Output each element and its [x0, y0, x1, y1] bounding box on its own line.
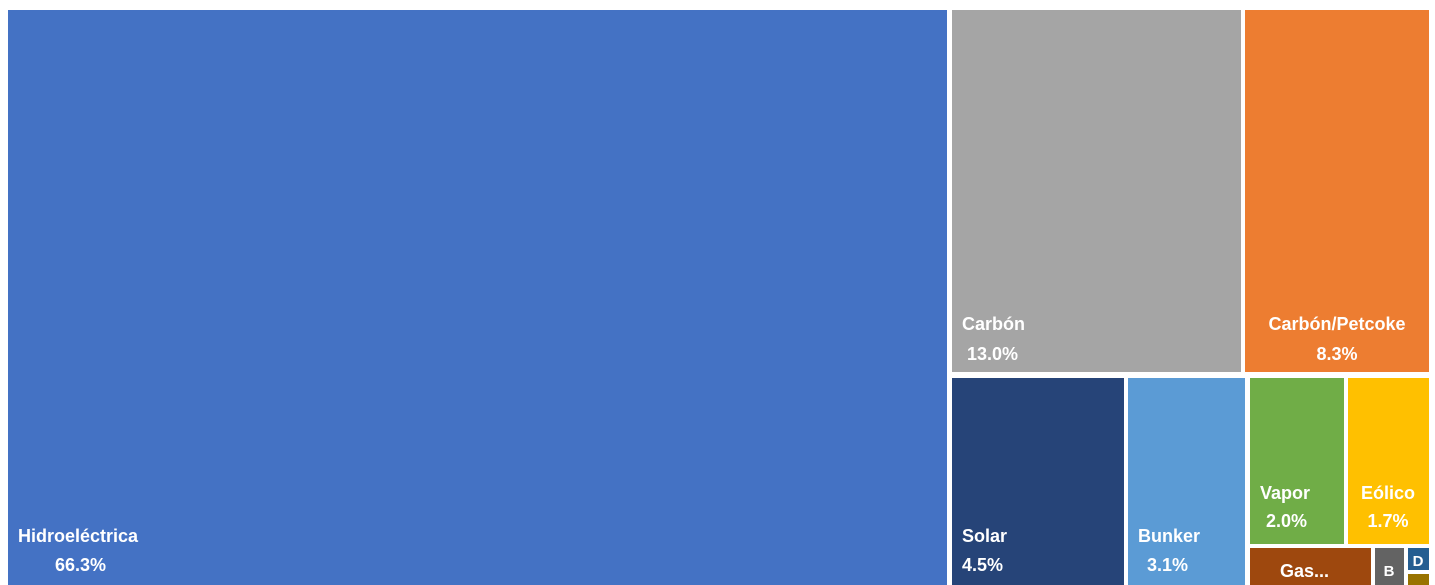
tile-label-b: B [1384, 563, 1395, 580]
treemap-tile-item-10 [1408, 574, 1429, 585]
tile-label-hidroelectrica: Hidroeléctrica [18, 526, 139, 546]
treemap-tile-eolico [1348, 378, 1429, 544]
tile-value-carbon: 13.0% [967, 344, 1018, 364]
treemap-tile-b [1375, 548, 1404, 585]
tile-label-solar: Solar [962, 526, 1007, 546]
treemap-tile-solar [952, 378, 1124, 585]
treemap-tile-carbon-petcoke [1245, 10, 1429, 372]
tile-value-solar: 4.5% [962, 555, 1003, 575]
tile-label-carbon-petcoke: Carbón/Petcoke [1268, 314, 1405, 334]
treemap-tile-gas [1250, 548, 1371, 585]
tile-label-vapor: Vapor [1260, 483, 1310, 503]
tile-value-carbon-petcoke: 8.3% [1316, 344, 1357, 364]
treemap-tile-vapor [1250, 378, 1344, 544]
tile-label-d: D [1413, 553, 1424, 570]
tile-label-bunker: Bunker [1138, 526, 1200, 546]
treemap-tile-d [1408, 548, 1429, 570]
tile-label-carbon: Carbón [962, 314, 1025, 334]
tile-value-vapor: 2.0% [1266, 511, 1307, 531]
treemap-tile-hidroelectrica [8, 10, 947, 585]
treemap-tile-carbon [952, 10, 1241, 372]
tile-label-gas: Gas... [1280, 561, 1329, 581]
tile-value-eolico: 1.7% [1367, 511, 1408, 531]
tile-value-hidroelectrica: 66.3% [55, 555, 106, 575]
treemap-tile-bunker [1128, 378, 1245, 585]
tile-label-eolico: Eólico [1361, 483, 1415, 503]
tile-value-bunker: 3.1% [1147, 555, 1188, 575]
